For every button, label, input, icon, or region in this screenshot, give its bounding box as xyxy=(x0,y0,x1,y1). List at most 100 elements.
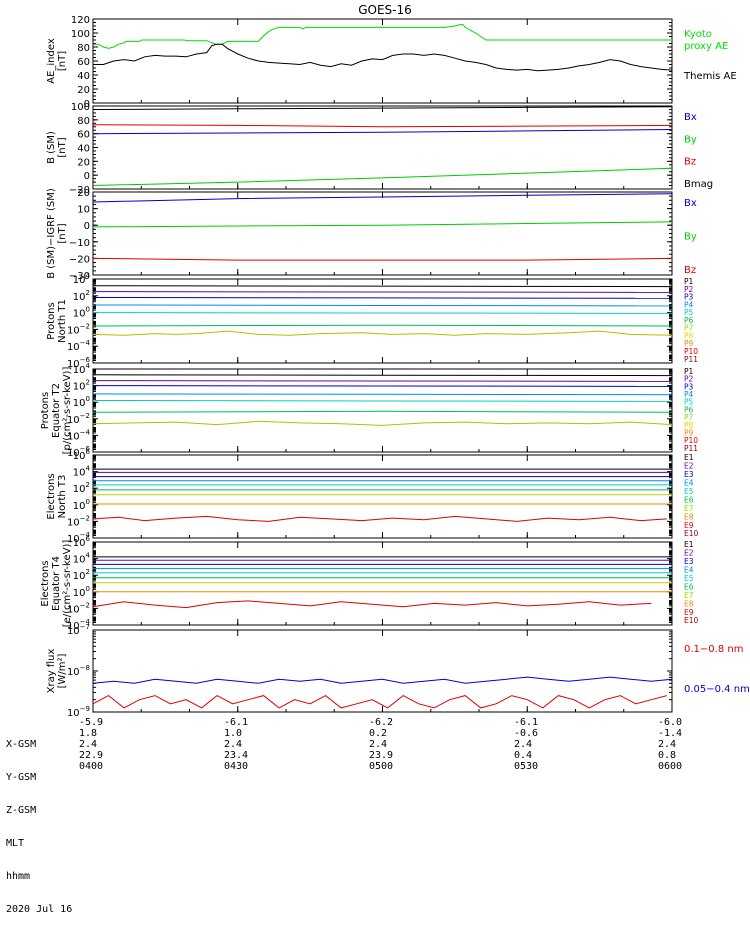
y-tick-label: 104 xyxy=(73,362,91,376)
y-tick-label: 60 xyxy=(77,57,90,68)
legend-item: Kyoto xyxy=(684,29,712,40)
y-axis-label: [e/(cm²-s-sr-keV)] xyxy=(62,540,73,628)
legend-item: E9 xyxy=(684,608,694,617)
legend-item: P4 xyxy=(684,300,694,309)
orbit-label-mlt: MLT xyxy=(6,838,25,849)
y-tick-label: 106 xyxy=(73,535,91,549)
series-p4 xyxy=(92,393,673,396)
series-0-05-0-4-nm xyxy=(92,676,673,684)
y-axis-label: [W/m²] xyxy=(57,653,68,688)
y-tick-label: 102 xyxy=(73,568,90,582)
legend-item: E9 xyxy=(684,521,694,530)
y-tick-exponent: −2 xyxy=(80,412,90,420)
y-tick-label: 10−4 xyxy=(67,339,91,353)
legend-item: P7 xyxy=(684,324,694,333)
y-axis-label: AE_index xyxy=(46,38,57,84)
orbit-value: 0600 xyxy=(658,761,683,772)
y-tick-label: 20 xyxy=(77,85,90,96)
y-tick-exponent: −2 xyxy=(80,514,90,522)
legend-item: P9 xyxy=(684,428,694,437)
y-tick-exponent: 0 xyxy=(86,498,90,506)
legend-item: E4 xyxy=(684,565,694,574)
legend-item: P1 xyxy=(684,367,694,376)
series-p1 xyxy=(92,374,673,377)
y-tick-label: 20 xyxy=(77,188,90,199)
legend-item: Bx xyxy=(684,112,697,123)
series-0-1-0-8-nm xyxy=(92,695,667,709)
y-tick-exponent: 4 xyxy=(86,272,91,280)
series-p5 xyxy=(92,400,673,402)
y-tick-label: 80 xyxy=(77,116,90,127)
legend-item: E10 xyxy=(684,529,699,538)
series-p7 xyxy=(92,420,673,426)
legend-item: P1 xyxy=(684,277,694,286)
legend-item: E3 xyxy=(684,470,694,479)
series-p2 xyxy=(92,291,673,293)
legend-item: E2 xyxy=(684,461,694,470)
series-p2 xyxy=(92,380,673,382)
y-tick-exponent: −6 xyxy=(80,356,91,364)
y-tick-label: 104 xyxy=(73,552,91,566)
y-tick-exponent: 2 xyxy=(86,289,90,297)
orbit-label-x: X-GSM xyxy=(6,739,37,750)
y-axis-label: Electrons xyxy=(40,560,51,606)
legend-item: proxy AE xyxy=(684,41,728,52)
orbit-value: -6.1 xyxy=(224,717,249,728)
y-axis-label: Xray flux xyxy=(46,649,57,694)
y-tick-label: 104 xyxy=(73,465,91,479)
y-tick-label: 100 xyxy=(73,395,90,409)
legend-item: P5 xyxy=(684,398,694,407)
orbit-label-y: Y-GSM xyxy=(6,772,37,783)
orbit-value: 2.4 xyxy=(369,739,388,750)
y-tick-exponent: −4 xyxy=(80,339,91,347)
y-tick-label: 104 xyxy=(73,272,91,286)
panel-frame xyxy=(92,629,673,713)
y-axis-label: Equator T2 xyxy=(51,383,62,438)
date-label: 2020 Jul 16 xyxy=(6,904,73,915)
legend-item: By xyxy=(684,134,697,145)
y-tick-exponent: 2 xyxy=(86,568,90,576)
series-e9 xyxy=(92,600,652,609)
y-axis-label: B (SM) xyxy=(46,131,57,164)
series-p1 xyxy=(92,285,673,288)
y-tick-label: −20 xyxy=(69,254,90,265)
orbit-value: 22.9 xyxy=(79,750,104,761)
series-p6 xyxy=(92,324,673,327)
y-tick-exponent: 2 xyxy=(86,481,90,489)
legend-item: P11 xyxy=(684,355,698,364)
orbit-value: 0.4 xyxy=(514,750,533,761)
orbit-value: 2.4 xyxy=(79,739,98,750)
panel-frame xyxy=(92,105,673,190)
orbit-value: 1.0 xyxy=(224,728,243,739)
orbit-value: -6.1 xyxy=(514,717,539,728)
legend-item: P10 xyxy=(684,347,698,356)
series-by xyxy=(92,167,673,186)
orbit-value: 0.2 xyxy=(369,728,388,739)
series-bmag xyxy=(92,106,673,110)
legend-item: P3 xyxy=(684,382,694,391)
series-bz xyxy=(92,257,673,261)
orbit-value: -0.6 xyxy=(514,728,539,739)
y-tick-exponent: −7 xyxy=(80,623,90,631)
y-tick-exponent: −6 xyxy=(80,445,91,453)
legend-item: Bz xyxy=(684,157,696,168)
legend-item: E8 xyxy=(684,599,694,608)
orbit-value: 1.8 xyxy=(79,728,98,739)
y-tick-label: 10−7 xyxy=(67,623,90,637)
orbit-value: -5.9 xyxy=(79,717,104,728)
panel-frame xyxy=(92,454,673,539)
legend-item: P5 xyxy=(684,308,694,317)
panel-frame xyxy=(92,191,673,276)
orbit-value: 0530 xyxy=(514,761,539,772)
y-axis-label: [nT] xyxy=(57,137,68,157)
y-tick-exponent: 0 xyxy=(86,585,90,593)
legend-item: P4 xyxy=(684,390,694,399)
series-by xyxy=(92,221,673,228)
y-tick-label: 40 xyxy=(77,71,90,82)
orbit-value: 2.4 xyxy=(658,739,677,750)
legend-item: E2 xyxy=(684,548,694,557)
y-tick-label: −30 xyxy=(69,271,90,282)
